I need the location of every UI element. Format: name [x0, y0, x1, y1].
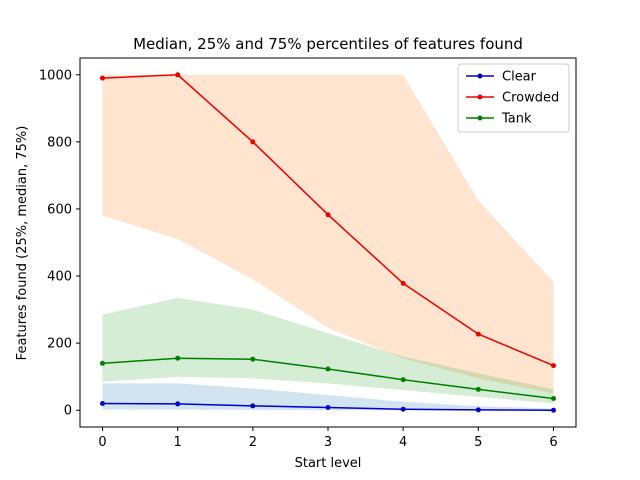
x-tick-label: 1 — [174, 435, 182, 450]
band-crowded — [102, 74, 554, 394]
y-tick-label: 200 — [47, 337, 72, 352]
data-point-crowded — [400, 280, 406, 286]
x-tick-label: 4 — [399, 435, 407, 450]
data-point-tank — [250, 356, 256, 362]
data-point-clear — [325, 405, 331, 410]
data-point-tank — [175, 355, 181, 361]
data-point-tank — [325, 366, 331, 372]
y-axis-label: Features found (25%, median, 75%) — [15, 126, 30, 361]
x-tick-label: 3 — [324, 435, 332, 450]
data-point-tank — [100, 360, 105, 366]
data-point-clear — [475, 407, 481, 413]
data-point-tank — [551, 396, 556, 401]
legend: Clear Crowded Tank — [457, 63, 570, 133]
data-point-crowded — [325, 212, 331, 218]
legend-marker-clear — [477, 73, 483, 79]
band-tank — [102, 297, 554, 404]
band-clear — [102, 383, 554, 411]
legend-label-clear: Clear — [502, 70, 537, 85]
y-tick-label: 800 — [47, 135, 72, 150]
x-axis-label: Start level — [295, 456, 362, 471]
legend-box — [457, 63, 570, 133]
data-point-clear — [551, 407, 556, 413]
data-point-clear — [400, 406, 406, 412]
series-lines — [100, 72, 556, 413]
data-point-tank — [400, 377, 406, 383]
percentile-bands — [102, 74, 554, 411]
y-tick-label: 0 — [64, 404, 72, 419]
data-point-crowded — [551, 363, 556, 369]
x-tick-label: 5 — [474, 435, 482, 450]
chart-title: Median, 25% and 75% percentiles of featu… — [133, 35, 523, 53]
legend-label-tank: Tank — [501, 112, 532, 127]
data-point-crowded — [175, 72, 181, 78]
legend-marker-tank — [477, 115, 483, 121]
legend-label-crowded: Crowded — [502, 91, 559, 106]
x-axis-ticks: 0 1 2 3 4 5 6 — [98, 427, 558, 450]
y-tick-label: 400 — [47, 270, 72, 285]
y-axis-ticks: 0 200 400 600 800 1000 — [39, 68, 80, 419]
data-point-crowded — [100, 75, 105, 81]
x-tick-label: 6 — [549, 435, 557, 450]
data-point-clear — [250, 403, 256, 409]
data-point-crowded — [250, 139, 256, 145]
data-point-crowded — [475, 331, 481, 337]
data-point-clear — [100, 401, 105, 406]
y-tick-label: 600 — [47, 202, 72, 217]
legend-marker-crowded — [477, 94, 483, 100]
x-tick-label: 2 — [249, 435, 257, 450]
y-tick-label: 1000 — [39, 68, 72, 83]
data-point-tank — [475, 386, 481, 392]
x-tick-label: 0 — [98, 435, 106, 450]
data-point-clear — [175, 401, 181, 407]
